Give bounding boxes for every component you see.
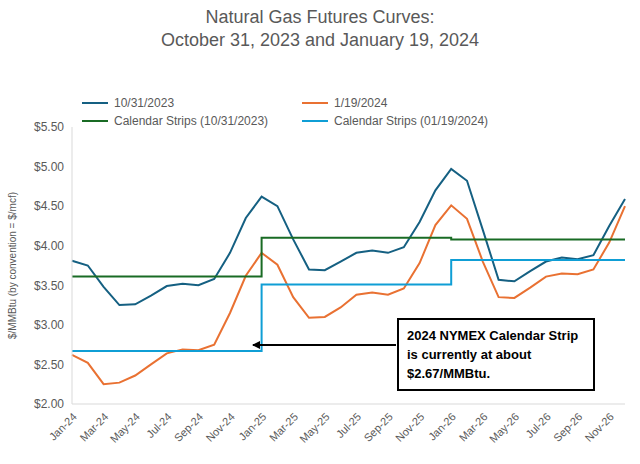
- html-text:October 31, 2023 and January 1: October 31, 2023 and January 19, 2024: [160, 30, 480, 50]
- svg-text:Nov-24: Nov-24: [203, 410, 237, 444]
- svg-text:May-25: May-25: [297, 410, 331, 444]
- svg-text:May-26: May-26: [487, 410, 521, 444]
- svg-text:Jan-25: Jan-25: [236, 410, 268, 442]
- svg-text:$3.00: $3.00: [34, 318, 64, 332]
- svg-text:Sep-24: Sep-24: [172, 410, 206, 444]
- svg-text:Jul-25: Jul-25: [334, 410, 364, 440]
- svg-text:Jul-24: Jul-24: [144, 410, 174, 440]
- svg-text:Mar-25: Mar-25: [267, 410, 300, 443]
- svg-text:Mar-26: Mar-26: [457, 410, 490, 443]
- svg-text:Nov-25: Nov-25: [393, 410, 427, 444]
- html-text:Calendar Strips (01/19/2024): Calendar Strips (01/19/2024): [334, 114, 489, 128]
- svg-text:May-24: May-24: [108, 410, 142, 444]
- svg-text:$/MMBtu (by convention = $/mcf: $/MMBtu (by convention = $/mcf): [8, 192, 18, 339]
- svg-text:Jan-26: Jan-26: [426, 410, 458, 442]
- svg-text:Sep-25: Sep-25: [361, 410, 395, 444]
- html-text:Calendar Strips (10/31/2023): Calendar Strips (10/31/2023): [114, 114, 269, 128]
- svg-text:Nov-26: Nov-26: [583, 410, 617, 444]
- svg-text:$2.50: $2.50: [34, 358, 64, 372]
- svg-text:Mar-24: Mar-24: [77, 410, 110, 443]
- svg-text:$3.50: $3.50: [34, 279, 64, 293]
- svg-text:Jan-24: Jan-24: [47, 410, 79, 442]
- html-text:Natural Gas Futures Curves:: Natural Gas Futures Curves:: [205, 7, 435, 27]
- html-text:10/31/2023: 10/31/2023: [114, 96, 175, 110]
- svg-text:$2.00: $2.00: [34, 397, 64, 411]
- svg-text:$4.00: $4.00: [34, 239, 64, 253]
- html-text:1/19/2024: 1/19/2024: [334, 96, 388, 110]
- svg-text:$5.00: $5.00: [34, 160, 64, 174]
- svg-text:Jul-26: Jul-26: [523, 410, 553, 440]
- svg-text:$5.50: $5.50: [34, 120, 64, 134]
- svg-text:Sep-26: Sep-26: [551, 410, 585, 444]
- svg-text:$4.50: $4.50: [34, 199, 64, 213]
- html-text:2024 NYMEX Calendar Strip is c: 2024 NYMEX Calendar Strip is currently a…: [407, 328, 579, 381]
